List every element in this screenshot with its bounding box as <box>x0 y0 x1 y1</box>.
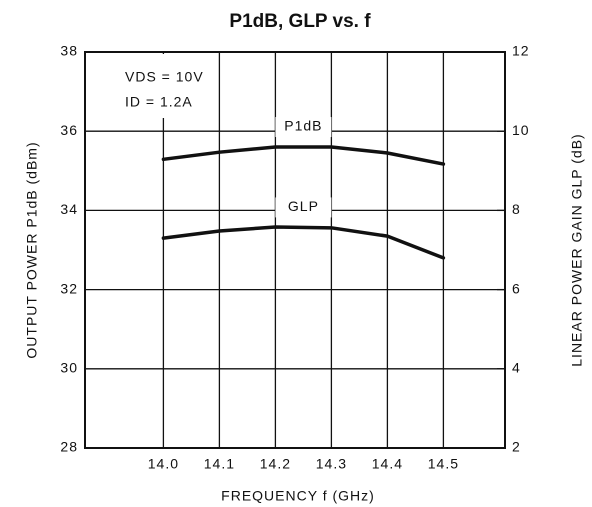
x-axis-label: FREQUENCY f (GHz) <box>221 488 375 504</box>
y2-tick-label: 12 <box>512 43 530 59</box>
x-tick-label: 14.0 <box>148 456 179 472</box>
series-label-bg <box>275 117 332 138</box>
series-label-bg <box>275 197 332 218</box>
series-label: GLP <box>288 198 319 214</box>
x-tick-label: 14.3 <box>316 456 347 472</box>
plot-frame <box>84 51 506 449</box>
y-tick-label: 30 <box>60 360 78 376</box>
y-tick-label: 38 <box>60 43 78 59</box>
y-axis-label: OUTPUT POWER P1dB (dBm) <box>24 141 40 358</box>
y-tick-label: 34 <box>60 201 78 217</box>
line-series <box>161 225 446 260</box>
x-tick-label: 14.4 <box>372 456 403 472</box>
series-label: P1dB <box>284 118 322 134</box>
y-tick-label: 36 <box>60 122 78 138</box>
chart-title: P1dB, GLP vs. f <box>229 11 371 32</box>
y-tick-label: 28 <box>60 439 78 455</box>
y-tick-label: 32 <box>60 280 78 296</box>
x-tick-label: 14.5 <box>428 456 459 472</box>
x-tick-label: 14.1 <box>204 456 235 472</box>
y2-tick-label: 6 <box>512 280 521 296</box>
annotation: ID = 1.2A <box>125 94 193 110</box>
x-tick-label: 14.2 <box>260 456 291 472</box>
y2-tick-label: 10 <box>512 122 530 138</box>
annotation-box <box>87 54 197 118</box>
y2-axis-label: LINEAR POWER GAIN GLP (dB) <box>569 133 585 366</box>
y2-tick-label: 2 <box>512 439 521 455</box>
annotation: VDS = 10V <box>125 69 204 85</box>
y2-tick-label: 4 <box>512 360 521 376</box>
line-series <box>161 145 446 166</box>
y2-tick-label: 8 <box>512 201 521 217</box>
